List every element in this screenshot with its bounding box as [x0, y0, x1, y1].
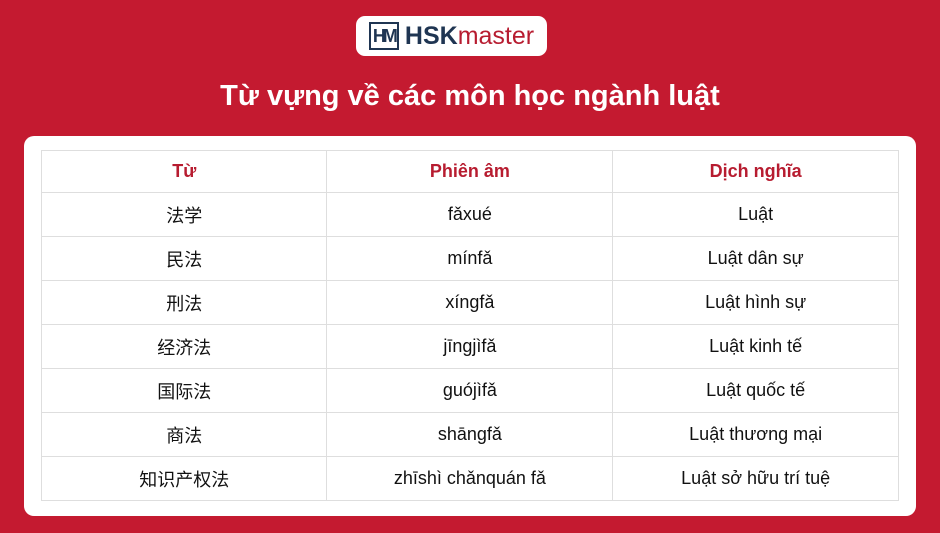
table-row: 法学 fǎxué Luật: [40, 192, 899, 237]
table-row: 经济法 jīngjìfǎ Luật kinh tế: [40, 324, 899, 369]
meaning-cell: Luật hình sự: [612, 280, 899, 325]
logo-mark-icon: HM: [368, 22, 399, 50]
word-cell: 知识产权法: [40, 456, 328, 501]
logo-text: HSKmaster: [404, 21, 535, 50]
meaning-cell: Luật kinh tế: [612, 324, 899, 369]
column-header: Phiên âm: [326, 150, 614, 193]
table-row: 知识产权法 zhīshì chǎnquán fǎ Luật sở hữu trí t…: [40, 456, 899, 501]
table-row: 刑法 xíngfǎ Luật hình sự: [40, 280, 899, 325]
pinyin-cell: mínfǎ: [326, 236, 614, 281]
pinyin-cell: xíngfǎ: [326, 280, 614, 325]
word-cell: 国际法: [40, 368, 328, 413]
table-row: 国际法 guójìfǎ Luật quốc tế: [40, 368, 899, 413]
word-cell: 法学: [40, 192, 328, 237]
table-row: 民法 mínfǎ Luật dân sự: [40, 236, 899, 281]
meaning-cell: Luật thương mại: [612, 412, 899, 457]
pinyin-cell: jīngjìfǎ: [326, 324, 614, 369]
word-cell: 经济法: [40, 324, 328, 369]
pinyin-cell: zhīshì chǎnquán fǎ: [326, 456, 614, 501]
word-cell: 刑法: [40, 280, 328, 325]
page-title: Từ vựng về các môn học ngành luật: [220, 80, 720, 112]
table-header-row: Từ Phiên âm Dịch nghĩa: [40, 150, 899, 193]
pinyin-cell: fǎxué: [326, 192, 614, 237]
pinyin-cell: guójìfǎ: [326, 368, 614, 413]
pinyin-cell: shāngfǎ: [326, 412, 614, 457]
word-cell: 民法: [40, 236, 328, 281]
meaning-cell: Luật quốc tế: [612, 368, 899, 413]
column-header: Từ: [40, 150, 328, 193]
meaning-cell: Luật dân sự: [612, 236, 899, 281]
word-cell: 商法: [40, 412, 328, 457]
table-card: Từ Phiên âm Dịch nghĩa 法学 fǎxué Luật 民法 mínfǎ L…: [24, 136, 916, 516]
column-header: Dịch nghĩa: [612, 150, 899, 193]
table-row: 商法 shāngfǎ Luật thương mại: [40, 412, 899, 457]
meaning-cell: Luật sở hữu trí tuệ: [612, 456, 899, 501]
meaning-cell: Luật: [612, 192, 899, 237]
logo: HM HSKmaster: [356, 16, 547, 56]
vocabulary-table: Từ Phiên âm Dịch nghĩa 法学 fǎxué Luật 民法 mínfǎ L…: [40, 150, 899, 501]
